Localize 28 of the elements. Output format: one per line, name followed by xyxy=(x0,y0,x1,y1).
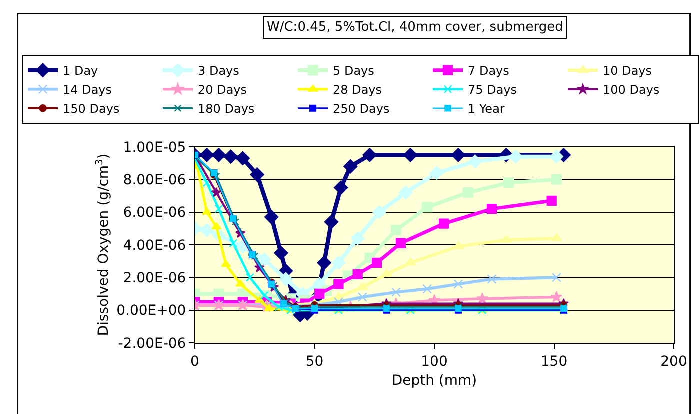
legend-label: 28 Days xyxy=(333,83,382,98)
legend-label: 1 Year xyxy=(468,102,505,116)
legend-label: 10 Days xyxy=(603,64,652,78)
y-tick-label: 6.00E-06 xyxy=(123,205,186,222)
legend-label: 75 Days xyxy=(468,83,518,98)
x-axis-title: Depth (mm) xyxy=(392,373,478,390)
legend-label: 20 Days xyxy=(198,83,248,98)
y-tick-label: -2.00E-06 xyxy=(118,336,186,352)
y-tick-label: 8.00E-06 xyxy=(123,172,186,189)
y-tick-label: 4.00E-06 xyxy=(123,238,186,254)
x-tick-label: 200 xyxy=(660,354,688,370)
legend-label: 250 Days xyxy=(333,102,390,116)
legend-label: 100 Days xyxy=(603,83,660,98)
y-tick-label: 0.00E+00 xyxy=(116,303,186,320)
y-tick-label: 1.00E-05 xyxy=(123,140,186,156)
legend-label: 180 Days xyxy=(198,102,255,116)
x-tick-label: 0 xyxy=(190,354,200,370)
x-tick-label: 50 xyxy=(306,354,324,370)
legend-label: 7 Days xyxy=(468,64,510,78)
legend-label: 150 Days xyxy=(63,102,120,116)
legend-label: 5 Days xyxy=(333,64,374,78)
legend-label: 3 Days xyxy=(198,64,240,78)
legend-label: 1 Day xyxy=(63,64,98,78)
chart-title: W/C:0.45, 5%Tot.Cl, 40mm cover, submerged xyxy=(267,20,564,35)
x-tick-label: 100 xyxy=(421,354,448,370)
x-tick-label: 150 xyxy=(540,354,568,370)
legend-label: 14 Days xyxy=(63,83,112,98)
y-tick-label: 2.00E-06 xyxy=(123,270,186,287)
